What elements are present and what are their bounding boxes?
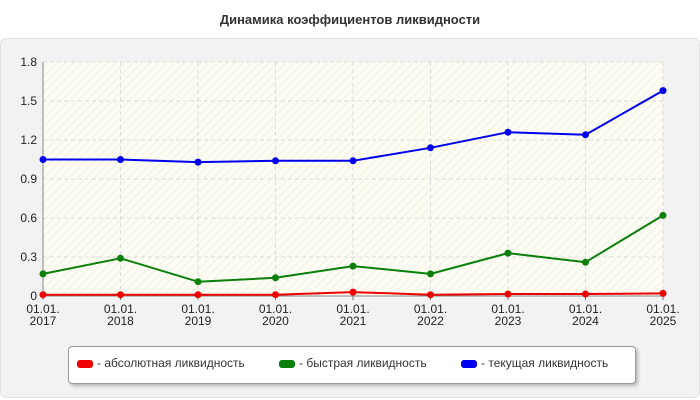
legend-label-quick: - быстрая ликвидность — [299, 356, 427, 370]
x-tick-label: 01.01. — [336, 302, 369, 316]
data-point-absolute — [349, 288, 357, 296]
data-point-absolute — [659, 289, 667, 297]
y-tick-label: 0.6 — [20, 211, 37, 225]
data-point-quick — [427, 270, 434, 278]
data-point-quick — [582, 258, 589, 266]
data-point-quick — [117, 254, 124, 262]
legend-item-absolute[interactable]: - абсолютная ликвидность — [77, 356, 245, 370]
x-tick-label: 2022 — [417, 314, 444, 328]
y-tick-label: 0.9 — [20, 172, 37, 186]
data-point-absolute — [427, 291, 434, 299]
x-axis-ticks: 01.01.201701.01.201801.01.201901.01.2020… — [26, 302, 679, 328]
data-point-quick — [194, 278, 202, 286]
x-tick-label: 2025 — [650, 314, 677, 328]
data-point-absolute — [504, 290, 512, 298]
data-point-absolute — [117, 291, 124, 299]
x-tick-label: 2019 — [185, 314, 212, 328]
data-point-current — [349, 157, 357, 165]
data-point-quick — [659, 211, 667, 219]
data-point-absolute — [272, 291, 279, 299]
y-axis-ticks: 0 0.3 0.6 0.9 1.2 1.5 1.8 — [20, 55, 37, 303]
y-tick-label: 1.2 — [20, 133, 37, 147]
y-tick-label: 1.8 — [20, 55, 37, 69]
x-tick-label: 01.01. — [569, 302, 602, 316]
x-tick-label: 01.01. — [646, 302, 679, 316]
legend-label-absolute: - абсолютная ликвидность — [97, 356, 245, 370]
legend-item-quick[interactable]: - быстрая ликвидность — [279, 356, 427, 370]
y-tick-label: 0.3 — [20, 250, 37, 264]
series-layer — [39, 87, 667, 299]
data-point-current — [117, 156, 124, 163]
x-tick-label: 2023 — [495, 314, 522, 328]
data-point-quick — [272, 274, 279, 282]
chart-title: Динамика коэффициентов ликвидности — [219, 12, 481, 27]
data-point-current — [39, 156, 47, 163]
x-tick-label: 2020 — [262, 314, 289, 328]
legend-swatch-quick — [279, 359, 295, 368]
legend-label-current: - текущая ликвидность — [481, 356, 609, 370]
data-point-current — [272, 157, 279, 165]
legend-swatch-current — [461, 359, 477, 368]
data-point-absolute — [39, 291, 47, 299]
x-tick-label: 2021 — [340, 314, 367, 328]
data-point-current — [194, 158, 202, 166]
x-tick-label: 01.01. — [26, 302, 59, 316]
legend-item-current[interactable]: - текущая ликвидность — [461, 356, 608, 370]
data-point-current — [427, 144, 434, 152]
data-point-current — [582, 131, 589, 139]
grid-lines — [43, 61, 664, 296]
x-tick-label: 01.01. — [181, 302, 214, 316]
x-tick-label: 2017 — [30, 314, 57, 328]
y-tick-label: 1.5 — [20, 94, 37, 108]
x-tick-label: 01.01. — [104, 302, 137, 316]
y-tick-label: 0 — [30, 289, 37, 303]
x-tick-label: 2024 — [572, 314, 599, 328]
data-point-quick — [504, 249, 512, 257]
x-tick-label: 01.01. — [259, 302, 292, 316]
chart-legend: - абсолютная ликвидность - быстрая ликви… — [68, 346, 636, 384]
data-point-quick — [39, 270, 47, 278]
data-point-quick — [349, 262, 357, 270]
x-tick-label: 01.01. — [491, 302, 524, 316]
data-point-absolute — [194, 291, 202, 299]
data-point-current — [504, 128, 512, 136]
legend-swatch-absolute — [77, 359, 93, 368]
x-tick-label: 2018 — [107, 314, 134, 328]
x-tick-label: 01.01. — [414, 302, 447, 316]
data-point-absolute — [582, 290, 589, 298]
data-point-current — [659, 87, 667, 95]
